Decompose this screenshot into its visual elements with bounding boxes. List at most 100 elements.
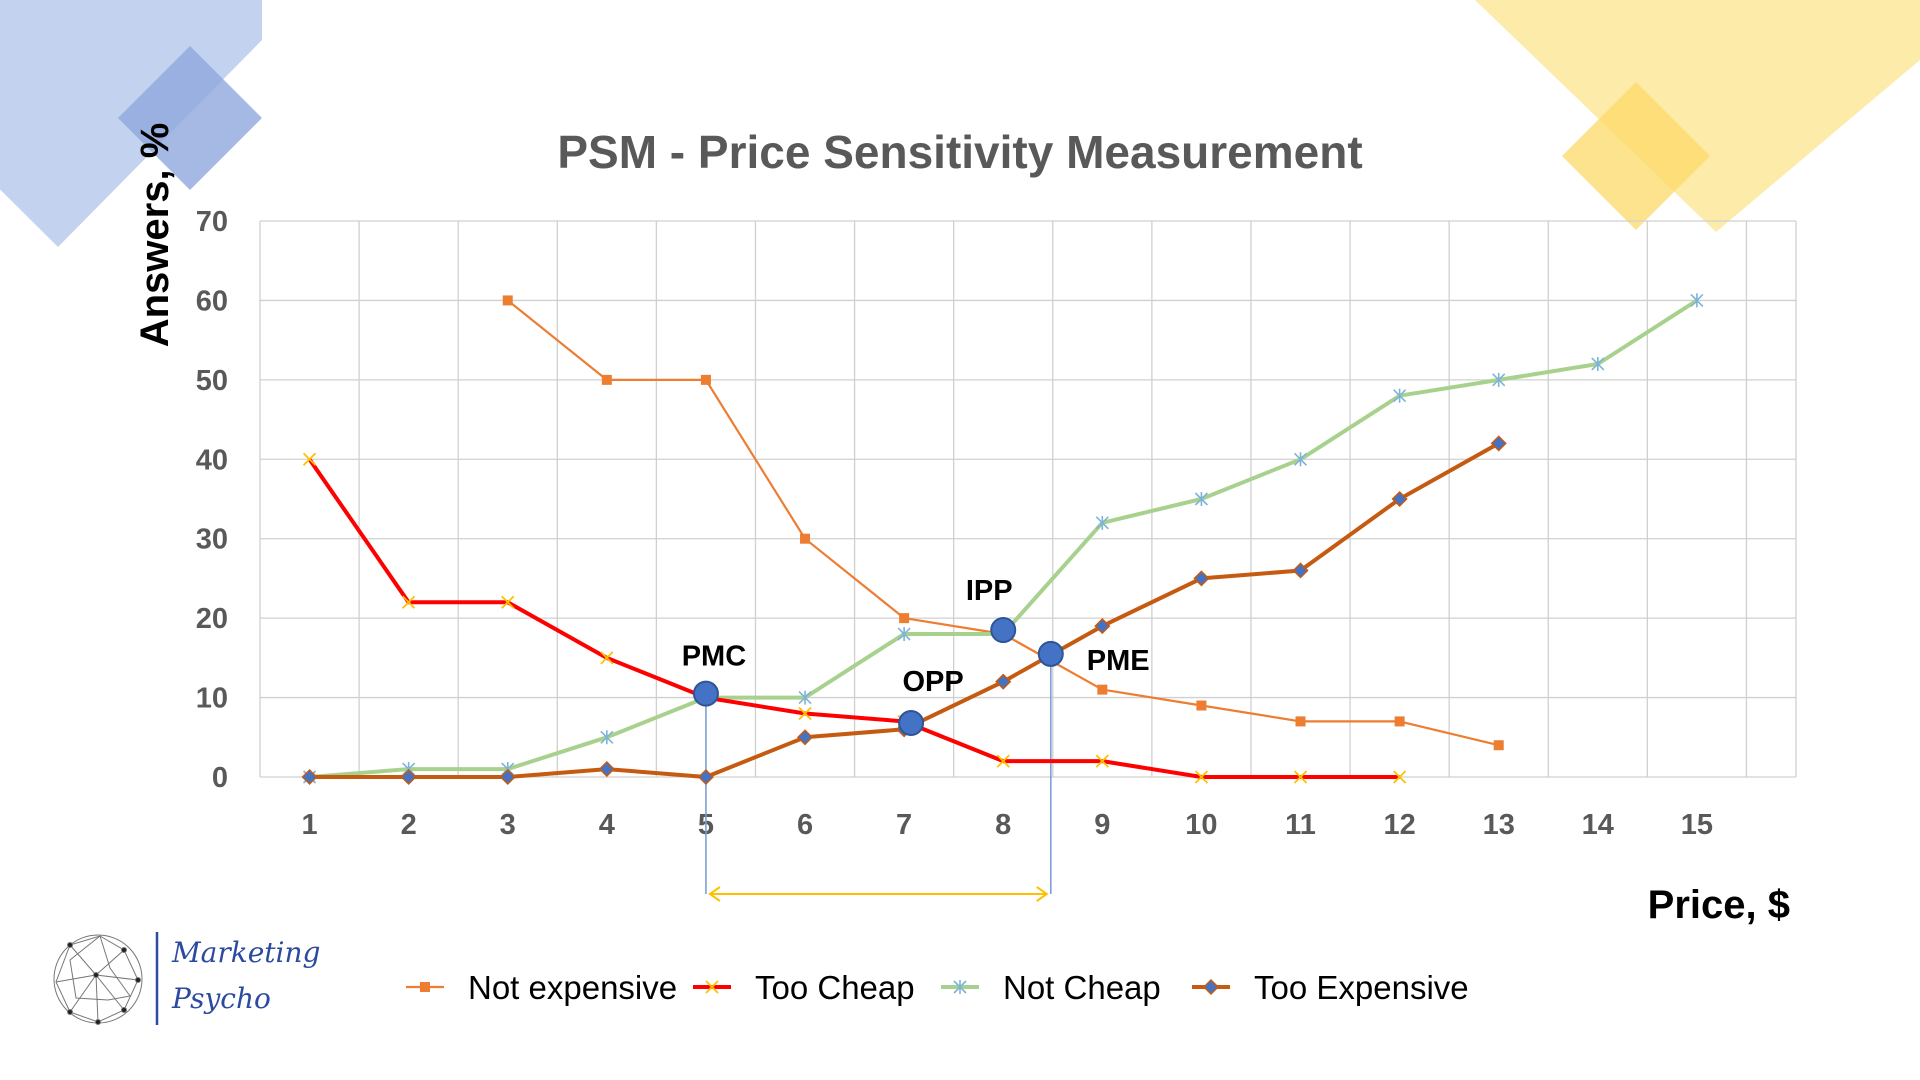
x-tick-label: 9: [1094, 809, 1110, 841]
data-point-too-cheap: [996, 754, 1010, 768]
y-tick-label: 60: [196, 285, 228, 317]
data-point-too-expensive: [995, 673, 1012, 690]
network-sphere-icon: [53, 934, 143, 1025]
grid: [259, 220, 1797, 778]
y-axis-ticks: 0 10 20 30 40 50 60 70: [196, 206, 228, 794]
y-tick-label: 30: [196, 524, 228, 556]
x-tick-label: 14: [1582, 809, 1614, 841]
x-tick-label: 1: [301, 809, 317, 841]
data-point-too-expensive: [1391, 490, 1408, 508]
legend-label-not-cheap: Not Cheap: [1003, 969, 1161, 1006]
data-point-not-expensive: [800, 533, 811, 544]
key-point-label-pmc: PMC: [682, 641, 747, 673]
x-tick-label: 6: [797, 809, 813, 841]
data-point-too-cheap: [1194, 770, 1209, 784]
key-point-label-opp: OPP: [902, 666, 963, 698]
legend-label-too-expensive: Too Expensive: [1254, 969, 1469, 1006]
chart-title: PSM - Price Sensitivity Measurement: [557, 126, 1362, 178]
data-point-not-cheap: [600, 730, 614, 745]
y-tick-label: 40: [196, 444, 228, 476]
legend: Not expensive Too Cheap Not Cheap Too Expen…: [406, 969, 1469, 1006]
x-axis-label: Price, $: [1648, 883, 1790, 927]
x-tick-label: 3: [500, 809, 516, 841]
data-point-too-cheap: [501, 595, 515, 609]
range-arrow-left: [708, 886, 721, 902]
data-point-too-expensive: [1193, 570, 1210, 587]
data-point-not-expensive: [1097, 684, 1108, 695]
yellow-triangle-large: [1475, 0, 1920, 232]
data-point-not-expensive: [700, 374, 711, 385]
blue-diamond-small: [118, 46, 262, 190]
legend-swatch-marker-too-cheap: [705, 980, 719, 994]
data-point-too-cheap: [1095, 754, 1109, 768]
data-point-not-expensive: [1295, 716, 1306, 727]
x-tick-label: 13: [1483, 809, 1515, 841]
data-point-too-expensive: [1094, 618, 1111, 635]
data-point-too-cheap: [1293, 770, 1308, 784]
yellow-diamond-small: [1562, 82, 1710, 230]
legend-label-too-cheap: Too Cheap: [755, 969, 915, 1006]
logo-text-line2: Psycho: [171, 982, 271, 1015]
x-tick-label: 15: [1681, 809, 1713, 841]
optimal-price-range: [705, 653, 1052, 902]
data-point-not-cheap: [1393, 388, 1407, 403]
key-point-label-ipp: IPP: [966, 575, 1013, 607]
y-tick-label: 10: [196, 683, 228, 715]
data-point-too-expensive: [301, 768, 318, 786]
y-tick-label: 20: [196, 603, 228, 635]
data-point-not-expensive: [601, 374, 612, 385]
x-tick-label: 7: [896, 809, 912, 841]
data-point-not-cheap: [897, 627, 911, 642]
data-point-too-expensive: [499, 768, 516, 786]
x-tick-label: 4: [599, 809, 615, 841]
key-point-label-pme: PME: [1087, 645, 1150, 677]
data-point-too-cheap: [600, 651, 614, 665]
data-point-not-cheap: [1690, 293, 1704, 308]
data-point-not-cheap: [1095, 515, 1109, 530]
y-tick-label: 70: [196, 206, 228, 238]
data-point-not-expensive: [899, 613, 910, 624]
x-tick-label: 10: [1185, 809, 1217, 841]
data-point-too-cheap: [798, 706, 812, 721]
key-point-pme: [1037, 640, 1064, 667]
data-point-not-cheap: [1492, 372, 1506, 387]
legend-label-not-expensive: Not expensive: [468, 969, 677, 1006]
data-point-not-cheap: [1293, 452, 1308, 467]
data-point-not-cheap: [1194, 492, 1208, 506]
y-axis-label: Answers, %: [133, 123, 177, 348]
data-point-too-expensive: [796, 729, 814, 746]
key-point-pmc: [692, 680, 719, 707]
y-tick-label: 50: [196, 365, 228, 397]
x-tick-label: 8: [995, 809, 1011, 841]
data-point-too-expensive: [598, 760, 615, 778]
x-tick-label: 2: [401, 809, 417, 841]
legend-swatch-marker-not-cheap: [953, 980, 967, 994]
data-point-not-cheap: [1591, 356, 1605, 371]
y-tick-label: 0: [212, 762, 228, 794]
data-point-not-expensive: [1196, 700, 1207, 711]
data-point-not-expensive: [502, 295, 513, 306]
data-point-too-expensive: [1292, 562, 1309, 579]
x-axis-ticks: 1 2 3 4 5 6 7 8 9 10 11 12 13 14 15: [301, 809, 1713, 841]
data-point-too-expensive: [697, 768, 714, 786]
data-point-too-expensive: [1490, 435, 1507, 452]
key-point-opp: [898, 709, 925, 736]
x-tick-label: 11: [1285, 809, 1316, 841]
data-point-too-cheap: [302, 452, 317, 466]
logo-text-line1: Marketing: [171, 936, 320, 969]
logo: Marketing Psycho: [53, 932, 320, 1025]
data-point-too-cheap: [1392, 770, 1407, 784]
data-point-not-expensive: [1394, 716, 1405, 727]
legend-swatch-marker-not-expensive: [420, 982, 430, 992]
legend-swatch-marker-too-expensive: [1202, 978, 1220, 996]
x-tick-label: 12: [1383, 809, 1415, 841]
key-point-ipp: [990, 617, 1017, 644]
key-points: PMC OPP IPP PME: [682, 575, 1150, 736]
data-point-too-expensive: [400, 768, 417, 786]
range-arrow-right: [1036, 886, 1049, 902]
series-line-too-cheap: [307, 458, 1400, 779]
data-point-not-expensive: [1493, 740, 1504, 751]
data-point-not-cheap: [798, 690, 812, 705]
